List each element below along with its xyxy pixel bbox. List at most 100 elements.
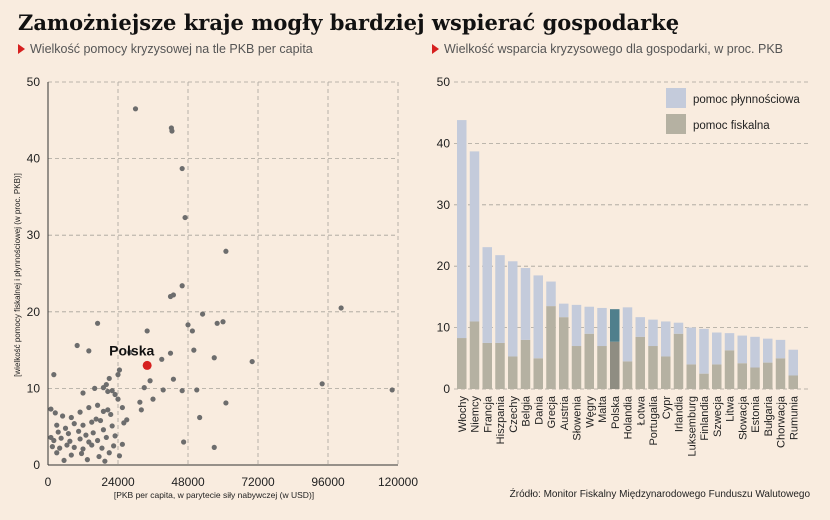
bar-liquidity-15 bbox=[648, 319, 658, 347]
scatter-point bbox=[94, 402, 101, 408]
bar-fiscal-6 bbox=[533, 358, 543, 389]
bar-category-label: Francja bbox=[482, 395, 494, 433]
scatter-point bbox=[115, 372, 121, 378]
bar-category-label: Dania bbox=[533, 395, 545, 425]
bar-fiscal-19 bbox=[699, 373, 709, 389]
bar-liquidity-0 bbox=[457, 120, 467, 339]
bar-liquidity-1 bbox=[469, 151, 480, 322]
bar-category-label: Luksemburg bbox=[686, 396, 698, 457]
scatter-point bbox=[74, 342, 80, 349]
bar-liquidity-5 bbox=[520, 268, 531, 340]
bar-category-label: Portugalia bbox=[648, 395, 660, 445]
scatter-highlight-point bbox=[142, 360, 152, 370]
scatter-point bbox=[167, 350, 174, 356]
bar-category-label: Słowenia bbox=[572, 395, 584, 441]
scatter-point bbox=[94, 437, 101, 444]
scatter-x-tick-label: 96000 bbox=[311, 475, 345, 489]
scatter-x-tick-label: 120000 bbox=[378, 475, 418, 489]
scatter-point bbox=[59, 413, 66, 419]
bar-liquidity-18 bbox=[686, 327, 696, 365]
bar-liquidity-22 bbox=[737, 335, 747, 364]
bar-fiscal-24 bbox=[763, 362, 773, 389]
bar-category-label: Belgia bbox=[521, 395, 533, 426]
bar-fiscal-15 bbox=[648, 346, 658, 389]
scatter-point bbox=[189, 328, 195, 334]
bar-category-label: Grecja bbox=[546, 395, 558, 428]
bar-liquidity-25 bbox=[775, 339, 786, 359]
bar-fiscal-10 bbox=[584, 333, 594, 389]
bar-category-label: Estonia bbox=[750, 395, 762, 433]
scatter-point bbox=[92, 385, 98, 391]
scatter-point bbox=[179, 283, 185, 289]
scatter-point bbox=[115, 396, 121, 402]
scatter-point bbox=[100, 427, 107, 433]
scatter-subtitle: Wielkość pomocy kryzysowej na tle PKB pe… bbox=[18, 42, 313, 56]
bar-liquidity-16 bbox=[661, 321, 671, 357]
scatter-point bbox=[159, 356, 165, 362]
scatter-point bbox=[89, 442, 95, 448]
scatter-point bbox=[185, 322, 191, 328]
scatter-point bbox=[338, 305, 344, 311]
bar-fiscal-7 bbox=[546, 306, 556, 389]
bar-fiscal-8 bbox=[559, 317, 569, 389]
bar-fiscal-16 bbox=[661, 356, 671, 389]
bar-y-tick-label: 20 bbox=[437, 259, 451, 273]
scatter-point bbox=[51, 372, 57, 378]
scatter-point bbox=[182, 214, 188, 221]
scatter-point bbox=[214, 320, 220, 326]
scatter-point bbox=[220, 319, 226, 325]
bar-liquidity-8 bbox=[559, 303, 569, 318]
scatter-point bbox=[94, 320, 101, 326]
scatter-point bbox=[103, 434, 109, 441]
scatter-point bbox=[67, 438, 73, 444]
scatter-point bbox=[191, 347, 197, 353]
bar-y-tick-label: 50 bbox=[437, 75, 451, 89]
bar-fiscal-12 bbox=[610, 341, 620, 389]
scatter-highlight-label: Polska bbox=[109, 342, 154, 358]
bar-category-label: Szwecja bbox=[712, 395, 724, 437]
scatter-point bbox=[141, 385, 147, 391]
bar-liquidity-11 bbox=[597, 307, 607, 347]
scatter-point bbox=[112, 433, 118, 439]
scatter-point bbox=[68, 414, 74, 421]
bar-fiscal-20 bbox=[712, 364, 722, 389]
bar-liquidity-3 bbox=[495, 255, 505, 343]
bar-liquidity-12 bbox=[610, 309, 620, 342]
legend-swatch-liquidity bbox=[666, 88, 686, 108]
scatter-point bbox=[170, 376, 177, 382]
scatter-y-axis-label: [wielkość pomocy fiskalnej i płynnościow… bbox=[13, 173, 22, 377]
scatter-point bbox=[84, 457, 90, 463]
bar-category-label: Malta bbox=[597, 395, 609, 423]
scatter-point bbox=[112, 391, 118, 398]
bar-y-tick-label: 30 bbox=[437, 198, 451, 212]
legend-label-fiscal: pomoc fiskalna bbox=[693, 120, 770, 132]
bar-liquidity-7 bbox=[546, 281, 556, 307]
scatter-y-tick-label: 10 bbox=[27, 381, 41, 395]
red-triangle-icon bbox=[432, 44, 439, 54]
scatter-point bbox=[167, 293, 174, 300]
scatter-point bbox=[89, 419, 95, 425]
legend-swatch-fiscal bbox=[666, 114, 686, 134]
scatter-point bbox=[86, 348, 92, 354]
scatter-x-tick-label: 24000 bbox=[101, 475, 135, 489]
bar-category-label: Hiszpania bbox=[495, 395, 507, 444]
scatter-point bbox=[52, 410, 58, 416]
scatter-point bbox=[90, 430, 96, 436]
scatter-point bbox=[97, 417, 104, 424]
scatter-y-tick-label: 30 bbox=[27, 228, 41, 242]
scatter-point bbox=[76, 428, 82, 434]
scatter-point bbox=[119, 404, 125, 411]
scatter-point bbox=[211, 355, 217, 361]
scatter-point bbox=[119, 441, 125, 447]
scatter-point bbox=[194, 387, 200, 393]
bar-liquidity-14 bbox=[635, 317, 645, 337]
bar-y-tick-label: 40 bbox=[437, 136, 451, 150]
bar-fiscal-26 bbox=[788, 375, 798, 389]
bar-liquidity-20 bbox=[712, 332, 722, 365]
bar-category-label: Chorwacja bbox=[776, 395, 788, 448]
scatter-point bbox=[100, 385, 107, 391]
scatter-point bbox=[86, 404, 92, 411]
bar-fiscal-2 bbox=[482, 342, 492, 389]
scatter-point bbox=[223, 400, 229, 406]
